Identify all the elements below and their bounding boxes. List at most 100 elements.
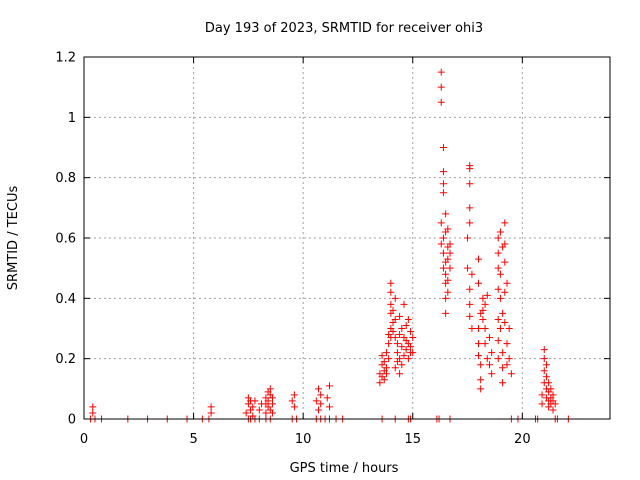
data-point [409, 349, 417, 357]
data-point [466, 165, 474, 173]
data-point [325, 382, 333, 390]
data-point [89, 403, 97, 411]
data-point [207, 403, 215, 411]
data-point [391, 364, 399, 372]
data-point [446, 240, 454, 248]
data-point [268, 409, 276, 417]
data-point [538, 391, 546, 399]
data-point [207, 409, 215, 417]
y-axis-label: SRMTID / TECUs [6, 186, 21, 291]
data-point [466, 285, 474, 293]
data-point [385, 340, 393, 348]
data-point [396, 355, 404, 363]
data-point [437, 219, 445, 227]
x-tick-label: 0 [80, 432, 88, 447]
data-point [396, 370, 404, 378]
data-point [409, 334, 417, 342]
y-tick-label: 0.4 [55, 292, 76, 307]
data-point [402, 346, 410, 354]
y-tick-label: 1.2 [55, 51, 76, 66]
data-point [540, 346, 548, 354]
x-tick-label: 15 [404, 432, 421, 447]
data-point [538, 400, 546, 408]
data-point [290, 403, 298, 411]
data-point [542, 361, 550, 369]
data-point [312, 397, 320, 405]
data-point [545, 379, 553, 387]
data-point [479, 306, 487, 314]
data-point [496, 294, 504, 302]
data-point [496, 325, 504, 332]
data-point [475, 325, 482, 332]
x-tick-label: 10 [295, 432, 312, 447]
data-point [400, 300, 408, 308]
data-point [494, 355, 502, 363]
data-point [540, 367, 548, 375]
data-point [393, 349, 401, 357]
data-point [442, 210, 450, 218]
data-point [483, 355, 491, 363]
data-point [439, 168, 447, 176]
data-point [404, 355, 412, 363]
data-point [268, 394, 276, 402]
data-point [494, 315, 502, 323]
data-point [437, 98, 445, 106]
data-point [540, 355, 548, 363]
data-point [407, 343, 415, 351]
data-point [475, 352, 482, 360]
data-point [444, 276, 452, 284]
data-point [317, 400, 325, 408]
data-point [442, 270, 450, 278]
data-point [542, 373, 550, 381]
data-point [439, 180, 447, 188]
data-point [437, 83, 445, 91]
data-point [464, 234, 472, 242]
data-point [393, 340, 401, 348]
data-point [468, 270, 476, 278]
data-point [398, 325, 406, 332]
data-point [485, 334, 493, 342]
data-point [249, 403, 257, 411]
data-point [483, 291, 491, 299]
y-tick-label: 0.6 [55, 232, 76, 247]
data-point [501, 318, 509, 326]
chart-title: Day 193 of 2023, SRMTID for receiver ohi… [205, 21, 483, 36]
data-point [464, 264, 472, 272]
data-point [446, 264, 454, 272]
data-point [398, 361, 406, 369]
data-point [387, 279, 395, 287]
data-point [242, 409, 250, 417]
data-point [505, 355, 513, 363]
data-point [466, 180, 474, 188]
grid-lines [84, 57, 610, 419]
y-tick-label: 0 [68, 413, 76, 428]
data-point [475, 279, 482, 287]
data-point [468, 325, 476, 332]
data-point [475, 255, 482, 263]
data-point [549, 406, 557, 414]
data-point [439, 264, 447, 272]
data-point [488, 370, 496, 378]
data-point [501, 258, 509, 266]
x-axis-label: GPS time / hours [290, 461, 399, 476]
data-point [262, 409, 270, 417]
plot-frame [83, 56, 611, 420]
data-point [466, 219, 474, 227]
data-point [444, 225, 452, 233]
data-point [501, 240, 509, 248]
data-point [439, 144, 447, 151]
data-point [400, 352, 408, 360]
data-point [466, 312, 474, 320]
y-tick-label: 1 [68, 111, 76, 126]
data-point [439, 234, 447, 242]
data-point [494, 264, 502, 272]
data-point [315, 385, 323, 393]
data-point [387, 288, 395, 296]
data-point [444, 288, 452, 296]
data-point [382, 370, 390, 378]
data-point [385, 355, 393, 363]
data-point [446, 249, 454, 257]
data-point [501, 219, 509, 227]
data-point [549, 391, 557, 399]
y-tick-label: 0.8 [55, 171, 76, 186]
